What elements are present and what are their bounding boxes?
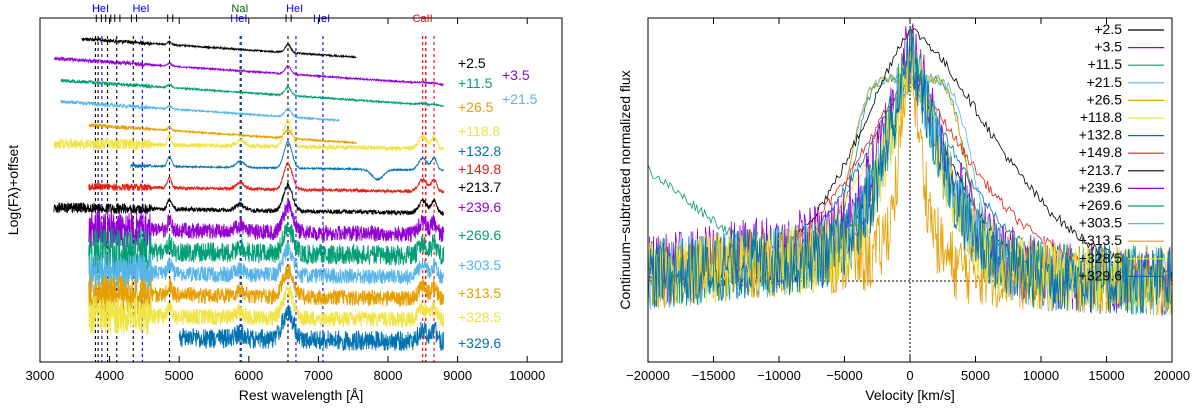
plot-frame	[39, 17, 563, 363]
line-id-label: H	[95, 13, 103, 25]
line-id-label: H	[113, 13, 121, 25]
spectrum-line	[81, 36, 357, 59]
legend-label: +303.5	[1079, 215, 1122, 231]
spectrum-label: +239.6	[458, 199, 501, 215]
y-axis-label: Continuum−subtracted normalized flux	[617, 70, 633, 309]
spectrum-label: +11.5	[458, 75, 493, 91]
legend-label: +11.5	[1088, 56, 1123, 72]
x-tick-label: 8000	[374, 368, 403, 383]
line-id-label: HeI	[313, 13, 330, 25]
legend-label: +313.5	[1079, 232, 1122, 248]
y-axis-label: Log(Fλ)+offset	[5, 145, 21, 236]
legend-label: +2.5	[1094, 21, 1122, 37]
spectrum-line	[88, 264, 445, 314]
line-id-label: H	[104, 13, 112, 25]
profile-line	[648, 30, 1172, 314]
x-tick-label: −15000	[692, 368, 736, 383]
x-tick-label: 10000	[1023, 368, 1059, 383]
x-tick-label: 5000	[961, 368, 990, 383]
legend-label: +328.5	[1079, 250, 1122, 266]
legend-label: +26.5	[1087, 91, 1123, 107]
legend-label: +239.6	[1079, 179, 1122, 195]
spectrum-line	[53, 55, 445, 87]
x-tick-label: 15000	[1088, 368, 1124, 383]
line-id-label: H	[285, 13, 293, 25]
legend-label: +329.6	[1079, 267, 1122, 283]
spectrum-line	[178, 304, 445, 352]
line-id-label: HeI	[286, 3, 303, 15]
spectrum-line	[130, 139, 445, 182]
x-tick-label: 5000	[165, 368, 194, 383]
x-tick-label: 6000	[234, 368, 263, 383]
spectrum-line	[53, 182, 445, 217]
spectrum-label: +303.5	[458, 257, 501, 273]
spectrum-label: +3.5	[502, 67, 530, 83]
spectrum-label: +26.5	[458, 99, 494, 115]
x-tick-label: 20000	[1154, 368, 1190, 383]
x-tick-label: −5000	[826, 368, 863, 383]
line-id-label: NaI	[231, 3, 248, 15]
spectrum-label: +21.5	[502, 91, 538, 107]
line-id-label: H	[92, 3, 100, 15]
x-tick-label: 3000	[26, 368, 55, 383]
spectrum-label: +329.6	[458, 335, 501, 351]
spectrum-line	[88, 199, 445, 249]
spectrum-label: +149.8	[458, 161, 501, 177]
left-panel: +2.5 +3.5 +11.5 +21.5 +26.5 +118.8 +132.8 +149.…	[5, 3, 563, 403]
legend-label: +3.5	[1094, 39, 1122, 55]
spectrum-line	[88, 161, 445, 195]
x-tick-label: 4000	[95, 368, 124, 383]
legend-label: +118.8	[1080, 109, 1122, 125]
line-id-label: H	[130, 13, 138, 25]
spectrum-line	[88, 122, 357, 145]
spectrum-label: +213.7	[458, 179, 501, 195]
spectrum-label: +2.5	[458, 55, 486, 71]
spectrum-line	[88, 242, 445, 293]
x-axis-label: Rest wavelength [Å]	[239, 387, 364, 403]
spectrum-label: +328.5	[458, 309, 501, 325]
x-tick-label: −10000	[757, 368, 801, 383]
line-id-label: HeI	[132, 3, 149, 15]
right-panel: −20000 −15000 −10000 −5000 0 5000 10000 15000 20…	[617, 17, 1190, 403]
legend-label: +269.6	[1079, 197, 1122, 213]
spectrum-line	[60, 99, 340, 123]
x-tick-label: 9000	[443, 368, 472, 383]
spectrum-line	[53, 118, 445, 152]
line-id-label: HeI	[230, 13, 247, 25]
line-id-label: CaII	[413, 13, 433, 25]
spectrum-line	[60, 78, 445, 108]
x-tick-label: 10000	[509, 368, 545, 383]
x-tick-label: 0	[906, 368, 913, 383]
line-id-label: H	[166, 13, 174, 25]
spectrum-label: +313.5	[458, 285, 501, 301]
legend-label: +132.8	[1079, 127, 1122, 143]
legend-label: +21.5	[1087, 74, 1123, 90]
spectrum-line	[88, 285, 445, 335]
spectrum-label: +132.8	[458, 143, 501, 159]
line-id-label: HeI	[92, 3, 109, 15]
legend-label: +149.8	[1079, 144, 1122, 160]
x-tick-label: −20000	[626, 368, 670, 383]
x-tick-label: 7000	[304, 368, 333, 383]
legend-label: +213.7	[1079, 162, 1122, 178]
x-axis-label: Velocity [km/s]	[865, 387, 954, 403]
spectrum-label: +269.6	[458, 227, 501, 243]
spectrum-label: +118.8	[458, 123, 500, 139]
